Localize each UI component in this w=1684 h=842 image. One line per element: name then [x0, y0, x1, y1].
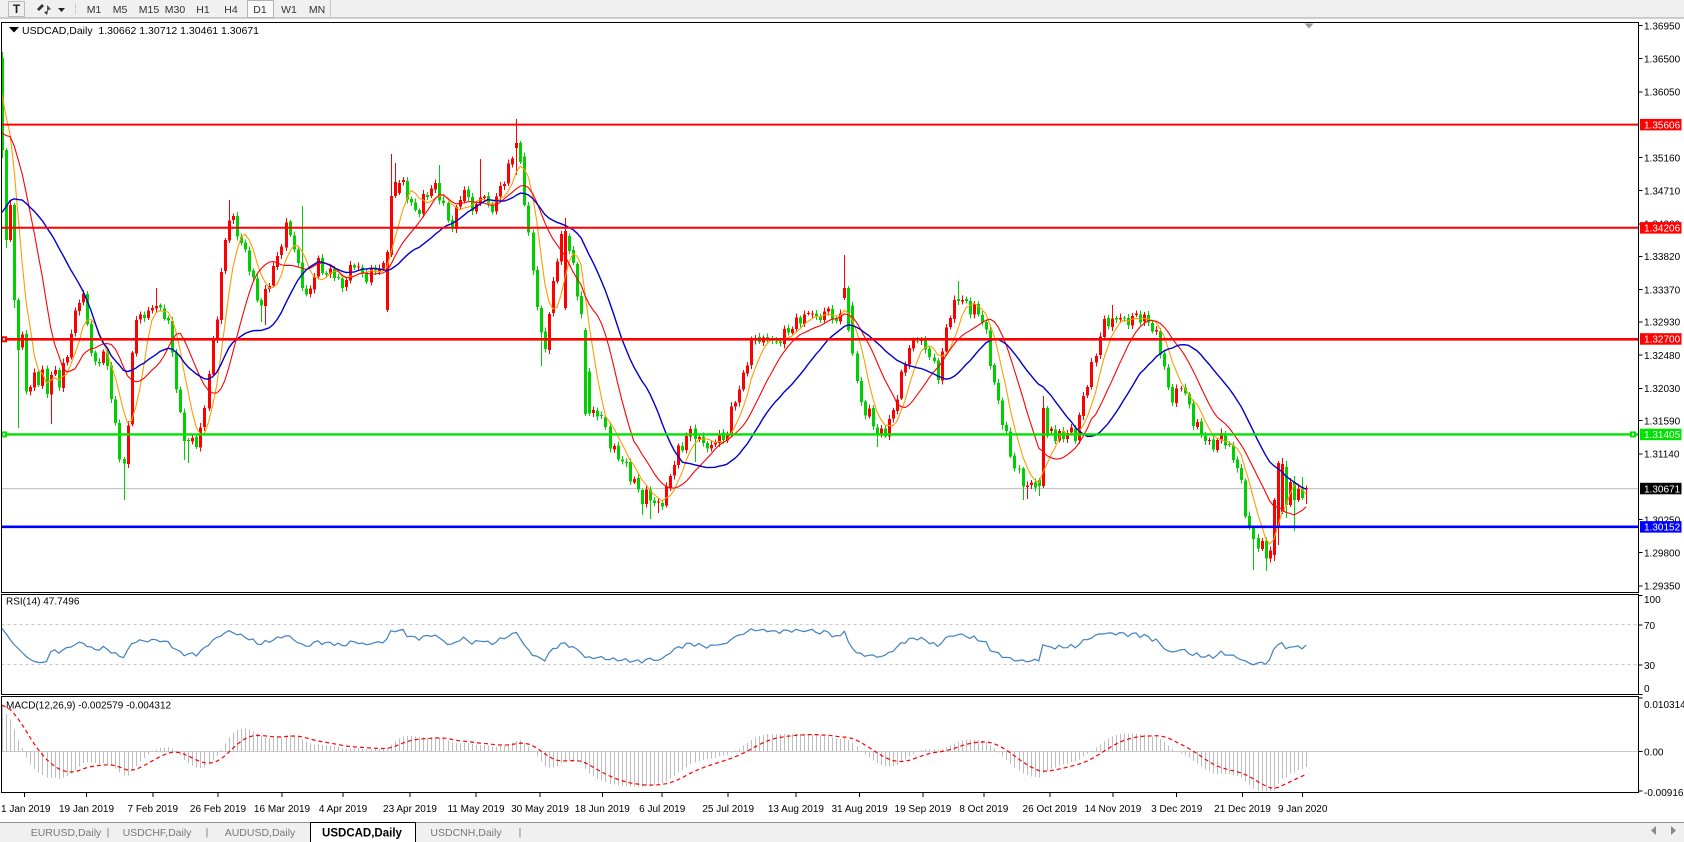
svg-text:21 Dec 2019: 21 Dec 2019: [1214, 804, 1271, 815]
svg-text:USDCHF,Daily: USDCHF,Daily: [123, 827, 193, 839]
svg-text:18 Jun 2019: 18 Jun 2019: [575, 804, 630, 815]
svg-text:23 Apr 2019: 23 Apr 2019: [383, 804, 437, 815]
svg-text:1.36050: 1.36050: [1644, 88, 1681, 99]
svg-text:0.010314: 0.010314: [1644, 700, 1684, 711]
svg-text:1.30671: 1.30671: [1644, 484, 1681, 495]
svg-text:14 Nov 2019: 14 Nov 2019: [1085, 804, 1142, 815]
svg-text:19 Jan 2019: 19 Jan 2019: [59, 804, 114, 815]
svg-text:1.33820: 1.33820: [1644, 252, 1681, 263]
svg-text:1.32480: 1.32480: [1644, 351, 1681, 362]
svg-text:13 Aug 2019: 13 Aug 2019: [768, 804, 825, 815]
svg-text:1.36950: 1.36950: [1644, 21, 1681, 32]
svg-text:M1: M1: [87, 4, 102, 16]
svg-text:30: 30: [1644, 661, 1656, 672]
svg-text:11 May 2019: 11 May 2019: [447, 804, 505, 815]
svg-text:1.35160: 1.35160: [1644, 153, 1681, 164]
svg-text:0: 0: [1644, 684, 1650, 695]
svg-text:30 May 2019: 30 May 2019: [511, 804, 569, 815]
svg-text:31 Aug 2019: 31 Aug 2019: [832, 804, 889, 815]
svg-text:1.32700: 1.32700: [1644, 335, 1681, 346]
svg-text:|: |: [519, 827, 522, 839]
svg-text:16 Mar 2019: 16 Mar 2019: [254, 804, 311, 815]
svg-text:1.30152: 1.30152: [1644, 523, 1681, 534]
svg-text:8 Oct 2019: 8 Oct 2019: [959, 804, 1008, 815]
svg-text:M5: M5: [113, 4, 128, 16]
svg-text:7 Feb 2019: 7 Feb 2019: [127, 804, 178, 815]
svg-text:H4: H4: [224, 4, 238, 16]
svg-text:D1: D1: [253, 4, 267, 16]
svg-text:70: 70: [1644, 621, 1656, 632]
svg-text:1.29350: 1.29350: [1644, 582, 1681, 593]
svg-text:1.36500: 1.36500: [1644, 55, 1681, 66]
svg-text:9 Jan 2020: 9 Jan 2020: [1278, 804, 1328, 815]
svg-text:1.34206: 1.34206: [1644, 224, 1681, 235]
svg-text:1.33370: 1.33370: [1644, 285, 1681, 296]
svg-text:USDCAD,Daily 1.30662 1.30712: USDCAD,Daily 1.30662 1.30712 1.30461 1.3…: [22, 25, 259, 37]
svg-text:H1: H1: [196, 4, 210, 16]
svg-text:W1: W1: [281, 4, 297, 16]
svg-text:1.31590: 1.31590: [1644, 417, 1681, 428]
svg-text:1.30250: 1.30250: [1644, 515, 1681, 526]
svg-text:|: |: [206, 827, 209, 839]
svg-text:19 Sep 2019: 19 Sep 2019: [895, 804, 952, 815]
svg-text:1.32030: 1.32030: [1644, 384, 1681, 395]
svg-text:USDCAD,Daily: USDCAD,Daily: [322, 828, 402, 840]
svg-text:100: 100: [1644, 595, 1661, 606]
svg-text:26 Oct 2019: 26 Oct 2019: [1023, 804, 1078, 815]
svg-text:6 Jul 2019: 6 Jul 2019: [639, 804, 686, 815]
svg-text:1.29800: 1.29800: [1644, 549, 1681, 560]
svg-text:25 Jul 2019: 25 Jul 2019: [702, 804, 754, 815]
svg-text:1 Jan 2019: 1 Jan 2019: [1, 804, 51, 815]
svg-text:1.31405: 1.31405: [1644, 430, 1681, 441]
svg-text:|: |: [107, 827, 110, 839]
svg-text:4 Apr 2019: 4 Apr 2019: [319, 804, 368, 815]
svg-text:RSI(14) 47.7496: RSI(14) 47.7496: [6, 597, 80, 608]
svg-text:1.35606: 1.35606: [1644, 120, 1681, 131]
svg-text:0.00: 0.00: [1644, 747, 1664, 758]
svg-text:T: T: [13, 2, 21, 16]
svg-text:3 Dec 2019: 3 Dec 2019: [1151, 804, 1203, 815]
svg-text:MACD(12,26,9) -0.002579 -0.004: MACD(12,26,9) -0.002579 -0.004312: [6, 701, 172, 712]
svg-text:AUDUSD,Daily: AUDUSD,Daily: [225, 827, 296, 839]
svg-text:M15: M15: [139, 4, 160, 16]
svg-text:M30: M30: [165, 4, 186, 16]
svg-text:1.32930: 1.32930: [1644, 318, 1681, 329]
svg-text:1.31140: 1.31140: [1644, 450, 1680, 461]
svg-text:-0.009166: -0.009166: [1644, 788, 1684, 799]
svg-text:EURUSD,Daily: EURUSD,Daily: [31, 827, 102, 839]
svg-text:1.34710: 1.34710: [1644, 187, 1681, 198]
svg-text:26 Feb 2019: 26 Feb 2019: [190, 804, 247, 815]
svg-text:USDCNH,Daily: USDCNH,Daily: [430, 827, 502, 839]
svg-text:MN: MN: [309, 4, 325, 16]
